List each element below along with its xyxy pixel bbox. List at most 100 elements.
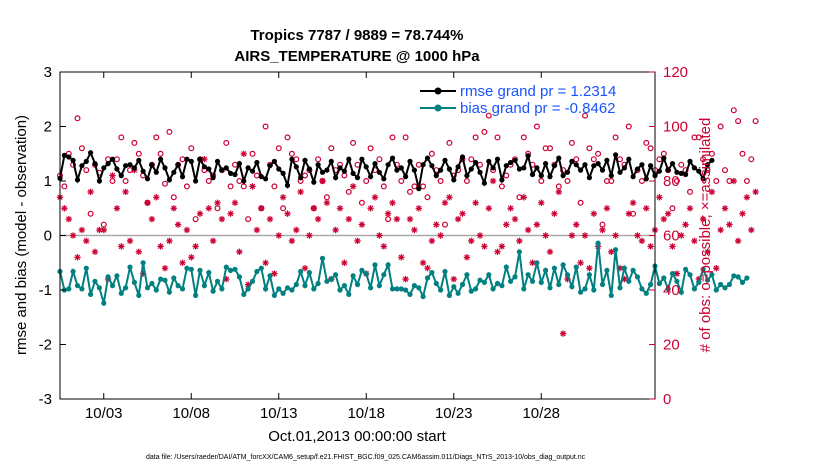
- rmse-point: [271, 158, 277, 164]
- rmse-point: [101, 165, 107, 171]
- obs-assimilated-marker: [135, 248, 143, 256]
- obs-assimilated-marker: [266, 215, 274, 223]
- rmse-point: [529, 171, 536, 178]
- bias-point: [350, 273, 356, 279]
- bias-point: [512, 274, 518, 280]
- rmse-point: [324, 167, 330, 173]
- obs-possible-marker: [713, 178, 720, 185]
- obs-possible-marker: [170, 194, 177, 201]
- asterisk-stroke: [411, 227, 418, 233]
- rmse-point: [569, 158, 575, 164]
- obs-possible-marker: [275, 145, 282, 152]
- x-tick-label: 10/23: [435, 405, 473, 422]
- obs-possible-marker: [389, 134, 396, 141]
- rmse-point: [136, 157, 142, 163]
- asterisk-stroke: [534, 221, 540, 228]
- rmse-point: [144, 176, 151, 182]
- asterisk-stroke: [608, 249, 615, 255]
- bias-point: [678, 289, 684, 295]
- asterisk-stroke: [612, 232, 619, 239]
- obs-assimilated-marker: [634, 232, 641, 239]
- rmse-point: [118, 173, 124, 179]
- rmse-point: [88, 150, 94, 156]
- obs-assimilated-marker: [686, 205, 694, 212]
- rmse-point: [184, 156, 190, 162]
- bias-point: [293, 281, 299, 288]
- rmse-point: [74, 177, 81, 183]
- obs-assimilated-marker: [258, 205, 265, 212]
- bias-point: [188, 266, 194, 272]
- obs-assimilated-marker: [183, 226, 191, 234]
- obs-assimilated-marker: [734, 237, 742, 245]
- obs-possible-marker: [577, 199, 584, 206]
- bias-point: [79, 286, 85, 292]
- asterisk-stroke: [201, 156, 208, 162]
- asterisk-stroke: [302, 265, 308, 271]
- rmse-point: [206, 166, 212, 172]
- y2-tick-label: 20: [663, 337, 680, 354]
- obs-assimilated-marker: [69, 232, 77, 239]
- bias-point: [311, 286, 317, 292]
- obs-possible-marker: [686, 188, 693, 195]
- obs-assimilated-marker: [625, 210, 632, 217]
- obs-possible-marker: [411, 183, 418, 190]
- asterisk-stroke: [389, 200, 396, 206]
- obs-possible-marker: [546, 145, 553, 152]
- asterisk-stroke: [486, 205, 492, 212]
- asterisk-stroke: [481, 243, 488, 250]
- obs-assimilated-marker: [371, 194, 379, 201]
- bias-point: [429, 270, 435, 276]
- asterisk-stroke: [284, 210, 291, 217]
- asterisk-stroke: [258, 205, 265, 212]
- rmse-point: [709, 157, 715, 163]
- rmse-point: [376, 169, 382, 175]
- obs-possible-marker: [284, 134, 291, 141]
- rmse-point: [420, 162, 426, 168]
- obs-possible-marker: [350, 139, 357, 146]
- obs-possible-marker: [402, 134, 409, 141]
- bias-point: [271, 292, 277, 298]
- asterisk-stroke: [661, 216, 667, 222]
- bias-point: [254, 268, 260, 275]
- rmse-point: [105, 161, 111, 167]
- bias-point: [669, 271, 676, 277]
- rmse-point: [114, 166, 120, 172]
- obs-possible-marker: [721, 167, 728, 174]
- bias-point: [687, 272, 693, 278]
- bias-point: [114, 273, 120, 279]
- bias-point: [591, 287, 597, 293]
- bias-point: [258, 265, 264, 271]
- bias-point: [424, 275, 431, 281]
- rmse-point: [582, 162, 588, 168]
- rmse-point: [354, 175, 361, 181]
- rmse-point: [328, 158, 334, 164]
- rmse-point: [249, 168, 256, 174]
- rmse-point: [665, 167, 671, 173]
- obs-possible-marker: [376, 156, 383, 163]
- bias-point: [538, 279, 544, 285]
- asterisk-stroke: [149, 216, 155, 222]
- rmse-point: [319, 169, 326, 175]
- obs-assimilated-marker: [520, 194, 527, 201]
- obs-assimilated-marker: [262, 259, 269, 266]
- asterisk-stroke: [214, 200, 221, 206]
- obs-assimilated-marker: [380, 243, 387, 250]
- y2-tick-label: 0: [663, 391, 671, 408]
- bias-point: [249, 278, 256, 284]
- bias-point: [184, 265, 190, 271]
- asterisk-stroke: [398, 254, 405, 261]
- rmse-point: [656, 168, 663, 174]
- rmse-point: [591, 163, 597, 169]
- bias-point: [372, 262, 378, 268]
- bias-point: [280, 290, 286, 296]
- obs-assimilated-marker: [752, 188, 759, 196]
- asterisk-stroke: [748, 227, 755, 233]
- rmse-point: [634, 166, 641, 172]
- obs-assimilated-marker: [336, 205, 344, 212]
- obs-possible-marker: [118, 134, 125, 141]
- obs-possible-marker: [192, 216, 199, 223]
- asterisk-stroke: [647, 243, 654, 250]
- obs-possible-marker: [288, 150, 295, 157]
- rmse-point: [298, 175, 304, 181]
